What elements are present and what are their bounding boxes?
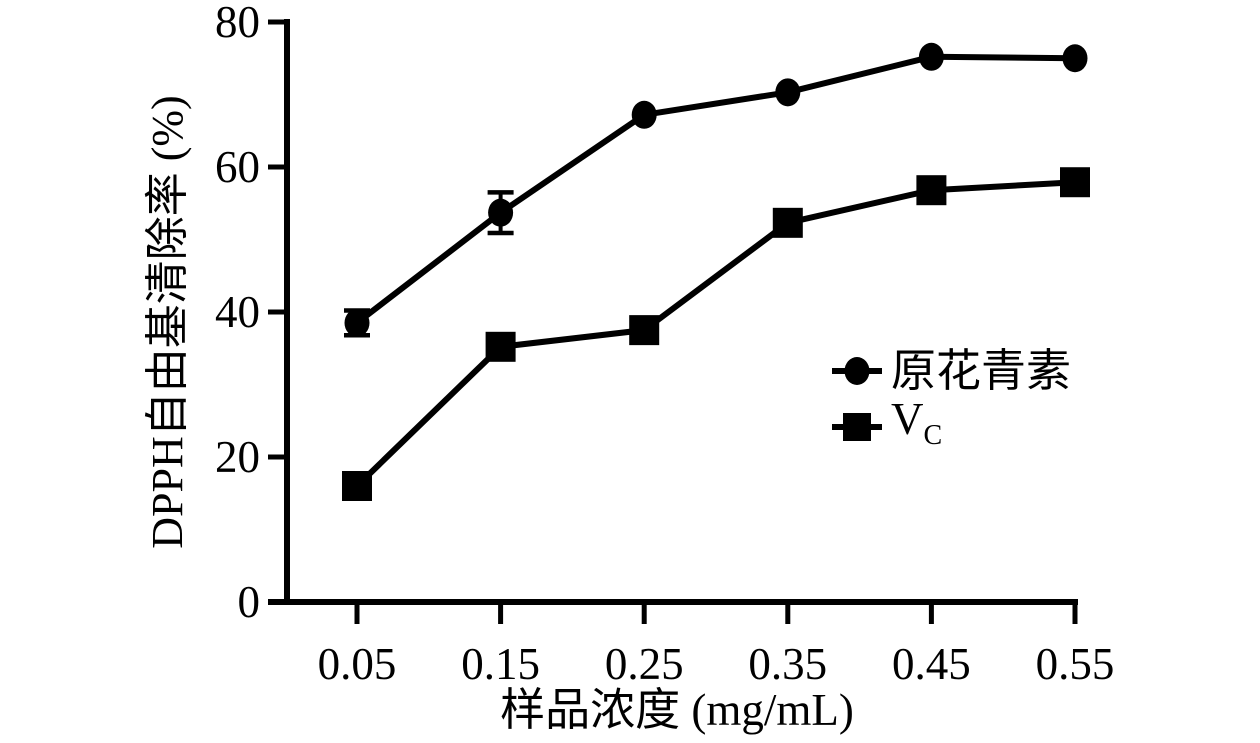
legend-label-vc: VC [891, 393, 942, 462]
x-tick-label: 0.55 [1035, 639, 1115, 689]
legend-marker-circle-icon [832, 357, 882, 385]
data-point-circle-proanthocyanidins [775, 78, 801, 107]
y-tick-label: 20 [215, 432, 260, 482]
legend-item-vc: VC [831, 394, 1071, 453]
data-point-square-vc [1060, 167, 1090, 198]
data-point-circle-proanthocyanidins [1062, 44, 1088, 73]
legend-item-proanthocyanidins: 原花青素 [831, 345, 1071, 397]
series-line-proanthocyanidins [355, 53, 1076, 326]
x-tick-label: 0.35 [748, 639, 828, 689]
series-line-vc [354, 179, 1076, 489]
x-tick-label: 0.45 [892, 639, 971, 689]
y-tick-label: 0 [237, 577, 261, 627]
legend-marker-square-icon [832, 413, 882, 441]
y-tick-label: 60 [215, 142, 260, 192]
x-axis-title: 样品浓度 (mg/mL) [500, 685, 854, 735]
data-point-square-vc [485, 331, 516, 362]
data-point-circle-proanthocyanidins [631, 100, 657, 129]
legend-label-vc-sub: C [923, 419, 943, 451]
x-tick-label: 0.25 [604, 639, 684, 689]
x-tick-label: 0.15 [461, 639, 540, 689]
data-point-circle-proanthocyanidins [344, 308, 370, 337]
legend: 原花青素 VC [831, 345, 1071, 453]
legend-label-proanthocyanidins: 原花青素 [891, 346, 1072, 396]
data-point-circle-proanthocyanidins [488, 198, 514, 227]
y-tick-label: 40 [215, 287, 260, 337]
legend-label-vc-main: V [891, 393, 924, 444]
x-tick-label: 0.05 [317, 639, 397, 689]
data-point-square-vc [342, 471, 372, 501]
data-point-square-vc [629, 315, 660, 346]
data-point-circle-proanthocyanidins [918, 42, 944, 71]
data-point-square-vc [772, 207, 803, 238]
data-point-square-vc [916, 175, 947, 206]
y-tick-label: 80 [215, 0, 260, 47]
